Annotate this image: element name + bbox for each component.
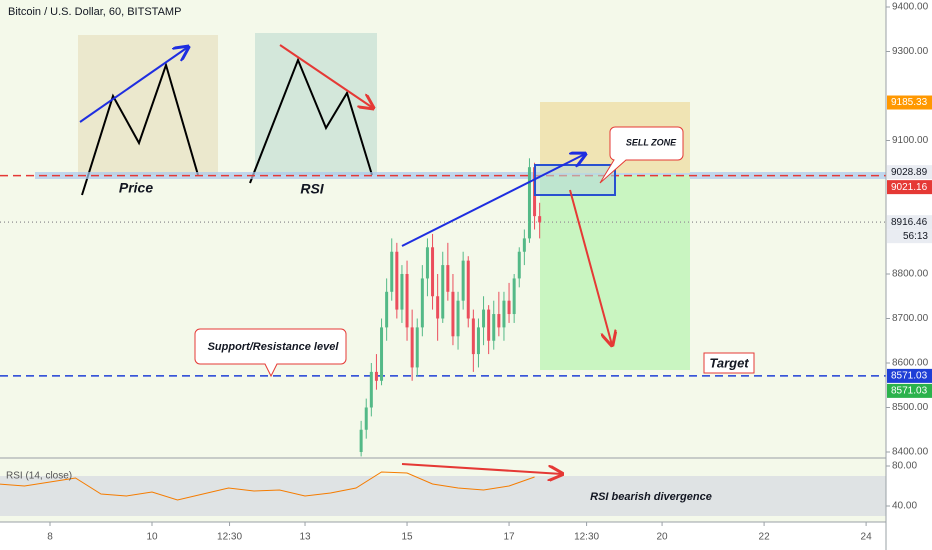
- candle-body: [374, 371, 378, 381]
- candle-body: [395, 251, 399, 310]
- y-tick-label: 9100.00: [892, 135, 929, 146]
- candle-body: [364, 407, 368, 430]
- candle-body: [400, 273, 404, 310]
- y-tick-label: 8500.00: [892, 402, 929, 413]
- annotation: Target: [709, 355, 749, 370]
- candle-body: [512, 278, 516, 315]
- candle-body: [492, 314, 496, 341]
- candle-body: [471, 318, 475, 355]
- price-axis: [886, 0, 932, 550]
- y-tick-label: 9400.00: [892, 2, 929, 13]
- candle-body: [385, 291, 389, 328]
- price-trend-arrow: [79, 47, 188, 123]
- candle-body: [415, 327, 419, 368]
- x-tick-label: 12:30: [217, 532, 242, 543]
- y-tick-label: 8700.00: [892, 313, 929, 324]
- price-label: 9185.33: [891, 97, 928, 108]
- candle-body: [461, 260, 465, 301]
- candle-body: [507, 300, 511, 315]
- candle-body: [451, 291, 455, 337]
- candle-body: [431, 247, 435, 297]
- x-tick-label: 22: [759, 532, 771, 543]
- support-callout: [194, 328, 347, 378]
- annotation: SELL ZONE: [626, 137, 677, 147]
- x-tick-label: 15: [401, 532, 413, 543]
- rsi-legend: RSI (14, close): [6, 471, 72, 482]
- y-tick-label: 9300.00: [892, 46, 929, 57]
- y-tick-label: 8400.00: [892, 447, 929, 458]
- candle-body: [425, 247, 429, 279]
- countdown: 56:13: [903, 231, 928, 242]
- price-label-box: [887, 165, 932, 180]
- candle-body: [482, 309, 486, 328]
- price-label-box: [887, 180, 932, 195]
- price-label-box: [887, 383, 932, 398]
- candle-body: [420, 278, 424, 328]
- candle-body: [390, 251, 394, 292]
- candle-body: [522, 238, 526, 252]
- candle-body: [441, 265, 445, 319]
- price-label-box: [887, 95, 932, 110]
- candle-body: [466, 260, 470, 319]
- price-label-box: [887, 215, 932, 230]
- x-tick-label: 13: [299, 532, 311, 543]
- candle-body: [538, 216, 542, 223]
- price-label: 8571.03: [891, 386, 928, 397]
- rsi-divergence-arrow: [401, 463, 562, 474]
- price-label: 9021.16: [891, 182, 928, 193]
- candle-body: [410, 327, 414, 368]
- candle-body: [436, 296, 440, 319]
- x-tick-label: 10: [146, 532, 158, 543]
- rsi-line: [0, 471, 535, 501]
- candle-body: [502, 300, 506, 328]
- candle-body: [527, 167, 531, 239]
- target-box: [703, 352, 755, 374]
- rsi-band: [0, 476, 886, 516]
- annotation: RSI: [300, 181, 324, 197]
- price-label: 8571.03: [891, 371, 928, 382]
- candle-body: [476, 327, 480, 355]
- sell-zone-callout: [599, 126, 684, 184]
- price-divergence-line: [401, 154, 585, 247]
- y-tick-label: 8800.00: [892, 269, 929, 280]
- price-label-box: [887, 368, 932, 383]
- annotation: Support/Resistance level: [208, 341, 340, 353]
- price-label: 8916.46: [891, 217, 928, 228]
- price-pattern: [81, 61, 199, 196]
- x-tick-label: 24: [861, 532, 873, 543]
- annotation: RSI bearish divergence: [590, 491, 712, 503]
- candle-body: [487, 309, 491, 341]
- rsi-pattern: [249, 57, 373, 184]
- y-tick-label: 40.00: [892, 501, 917, 512]
- candle-body: [497, 314, 501, 328]
- annotation: Price: [119, 180, 153, 196]
- x-tick-label: 17: [503, 532, 515, 543]
- reward-zone: [540, 175, 690, 370]
- target-arrow: [569, 189, 612, 345]
- countdown-box: [887, 229, 932, 244]
- y-tick-label: 80.00: [892, 461, 917, 472]
- x-tick-label: 20: [657, 532, 669, 543]
- candle-body: [446, 265, 450, 292]
- price-label: 9028.89: [891, 167, 928, 178]
- x-tick-label: 12:30: [574, 532, 599, 543]
- candle-body: [456, 300, 460, 337]
- candle-body: [359, 429, 363, 452]
- candle-body: [405, 273, 409, 328]
- chart-title: Bitcoin / U.S. Dollar, 60, BITSTAMP: [8, 6, 181, 18]
- candle-body: [517, 251, 521, 279]
- y-tick-label: 8600.00: [892, 358, 929, 369]
- rsi-trend-arrow: [279, 44, 373, 108]
- candle-body: [380, 327, 384, 381]
- price-pattern-box: [78, 35, 218, 175]
- time-axis: [0, 522, 886, 550]
- x-tick-label: 8: [47, 532, 53, 543]
- candle-body: [369, 371, 373, 408]
